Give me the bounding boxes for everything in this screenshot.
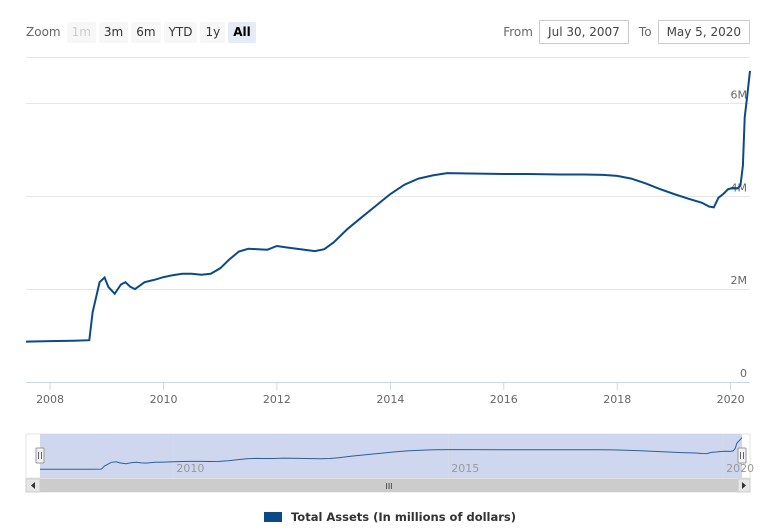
scrollbar-left-arrow[interactable]	[25, 478, 41, 493]
scrollbar[interactable]: III	[25, 478, 751, 493]
scrollbar-grip: III	[385, 482, 392, 491]
y-tick-label: 6M	[731, 88, 748, 101]
navigator-handle-right[interactable]	[737, 447, 747, 464]
x-tick-label: 2008	[36, 393, 64, 406]
navigator-handle-left[interactable]	[35, 447, 45, 464]
x-tick-label: 2018	[603, 393, 631, 406]
arrow-right-icon	[742, 482, 746, 489]
legend-label: Total Assets (In millions of dollars)	[290, 510, 517, 524]
to-date-input[interactable]: May 5, 2020	[657, 20, 750, 44]
x-tick-label: 2014	[376, 393, 404, 406]
navigator-tick-label: 2010	[176, 462, 204, 475]
x-tick-label: 2010	[150, 393, 178, 406]
zoom-3m-button[interactable]: 3m	[98, 21, 129, 43]
from-label: From	[503, 25, 533, 39]
x-tick-label: 2016	[490, 393, 518, 406]
zoom-1m-button[interactable]: 1m	[66, 21, 96, 43]
zoom-label: Zoom	[26, 25, 61, 39]
scrollbar-right-arrow[interactable]	[737, 478, 751, 493]
handle-body	[737, 447, 747, 464]
zoom-ytd-button[interactable]: YTD	[163, 21, 198, 43]
zoom-6m-button[interactable]: 6m	[131, 21, 161, 43]
navigator-ticks: 2010 2015 2020	[172, 434, 754, 478]
x-axis-ticks: 2008 2010 2012 2014 2016 2018 2020	[36, 382, 745, 406]
legend-swatch	[263, 512, 282, 522]
y-tick-label: 0	[740, 367, 747, 380]
zoom-selector: Zoom 1m 3m 6m YTD 1y All	[26, 21, 259, 43]
navigator[interactable]: 2010 2015 2020	[25, 433, 754, 479]
zoom-all-button[interactable]: All	[228, 21, 256, 43]
date-range-selector: From Jul 30, 2007 To May 5, 2020	[493, 20, 750, 44]
x-tick-label: 2020	[717, 393, 745, 406]
y-tick-label: 2M	[731, 274, 748, 287]
series-line-total-assets	[25, 70, 751, 343]
navigator-tick-label: 2015	[451, 462, 479, 475]
handle-body	[35, 447, 45, 464]
zoom-1y-button[interactable]: 1y	[200, 21, 226, 43]
arrow-left-icon	[31, 482, 35, 489]
navigator-selected-range[interactable]	[40, 434, 742, 478]
x-tick-label: 2012	[263, 393, 291, 406]
navigator-series-line	[39, 437, 743, 470]
grid-lines	[26, 57, 750, 290]
to-label: To	[638, 25, 652, 39]
from-date-input[interactable]: Jul 30, 2007	[538, 20, 629, 44]
scrollbar-thumb[interactable]	[40, 479, 738, 492]
navigator-tick-label: 2020	[726, 462, 754, 475]
legend[interactable]: Total Assets (In millions of dollars)	[0, 510, 780, 524]
